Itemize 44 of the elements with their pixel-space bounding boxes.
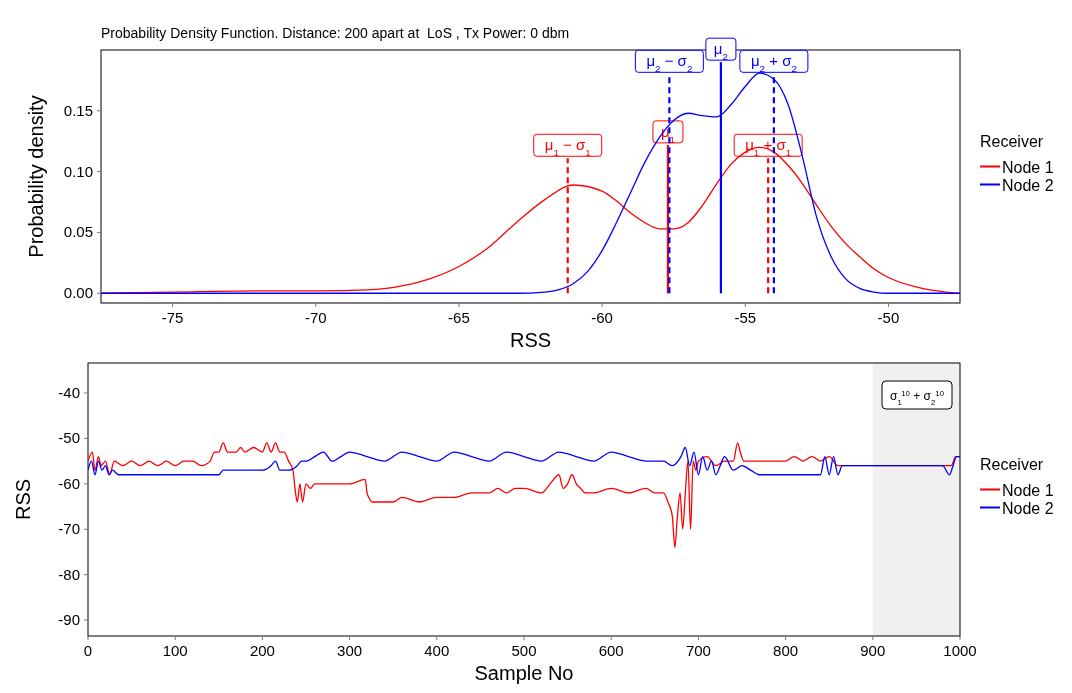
- line-series: [88, 446, 960, 476]
- chart-title: Probability Density Function. Distance: 200 apart at LoS , Tx Power: 0 dbm: [101, 25, 570, 41]
- y-tick-label: -70: [58, 520, 80, 538]
- x-tick-label: -70: [304, 309, 327, 326]
- x-tick-label: 100: [162, 642, 188, 659]
- y-axis-title: RSS: [12, 478, 34, 521]
- y-tick-label: -80: [58, 565, 80, 583]
- x-tick-label: 200: [249, 642, 275, 659]
- legend-title: Receiver: [980, 132, 1044, 150]
- y-tick-label: -90: [58, 611, 80, 629]
- y-tick-label: 0.05: [63, 223, 93, 241]
- annotation: μ$_{2}$ − σ$_{2}$: [646, 52, 693, 74]
- y-tick-label: -60: [58, 474, 80, 492]
- x-tick-label: 0: [83, 642, 93, 659]
- x-tick-label: 900: [860, 642, 886, 659]
- legend-label: Node 2: [1002, 176, 1054, 194]
- y-tick-label: -40: [58, 383, 80, 401]
- annotation: μ$_{1}$ − σ$_{1}$: [544, 136, 591, 158]
- x-tick-label: -75: [161, 309, 184, 326]
- x-tick-label: 800: [773, 642, 799, 659]
- x-tick-label: -60: [591, 309, 613, 326]
- x-tick-label: -50: [877, 309, 900, 326]
- legend-label: Node 1: [1002, 158, 1054, 176]
- x-tick-label: 300: [337, 642, 363, 659]
- y-axis-title: Probability density: [25, 95, 47, 258]
- x-tick-label: 600: [598, 642, 624, 659]
- legend-title: Receiver: [980, 455, 1044, 473]
- legend-label: Node 2: [1002, 499, 1054, 517]
- x-axis-title: Sample No: [474, 662, 574, 684]
- y-tick-label: -50: [58, 429, 80, 447]
- legend-label: Node 1: [1002, 481, 1054, 499]
- x-tick-label: 500: [511, 642, 537, 659]
- x-tick-label: 1000: [943, 642, 977, 659]
- x-axis-title: RSS: [509, 329, 552, 351]
- y-tick-label: 0.15: [63, 101, 93, 119]
- x-tick-label: -55: [734, 309, 757, 326]
- annotation: μ$_{2}$: [713, 40, 728, 62]
- x-tick-label: -65: [448, 309, 470, 326]
- y-tick-label: 0.10: [63, 162, 93, 180]
- y-tick-label: 0.00: [63, 284, 93, 302]
- x-tick-label: 400: [424, 642, 450, 659]
- x-tick-label: 700: [685, 642, 711, 659]
- annotation: μ$_{2}$ + σ$_{2}$: [750, 52, 797, 74]
- annotation: μ$_{1}$ + σ$_{1}$: [745, 136, 792, 158]
